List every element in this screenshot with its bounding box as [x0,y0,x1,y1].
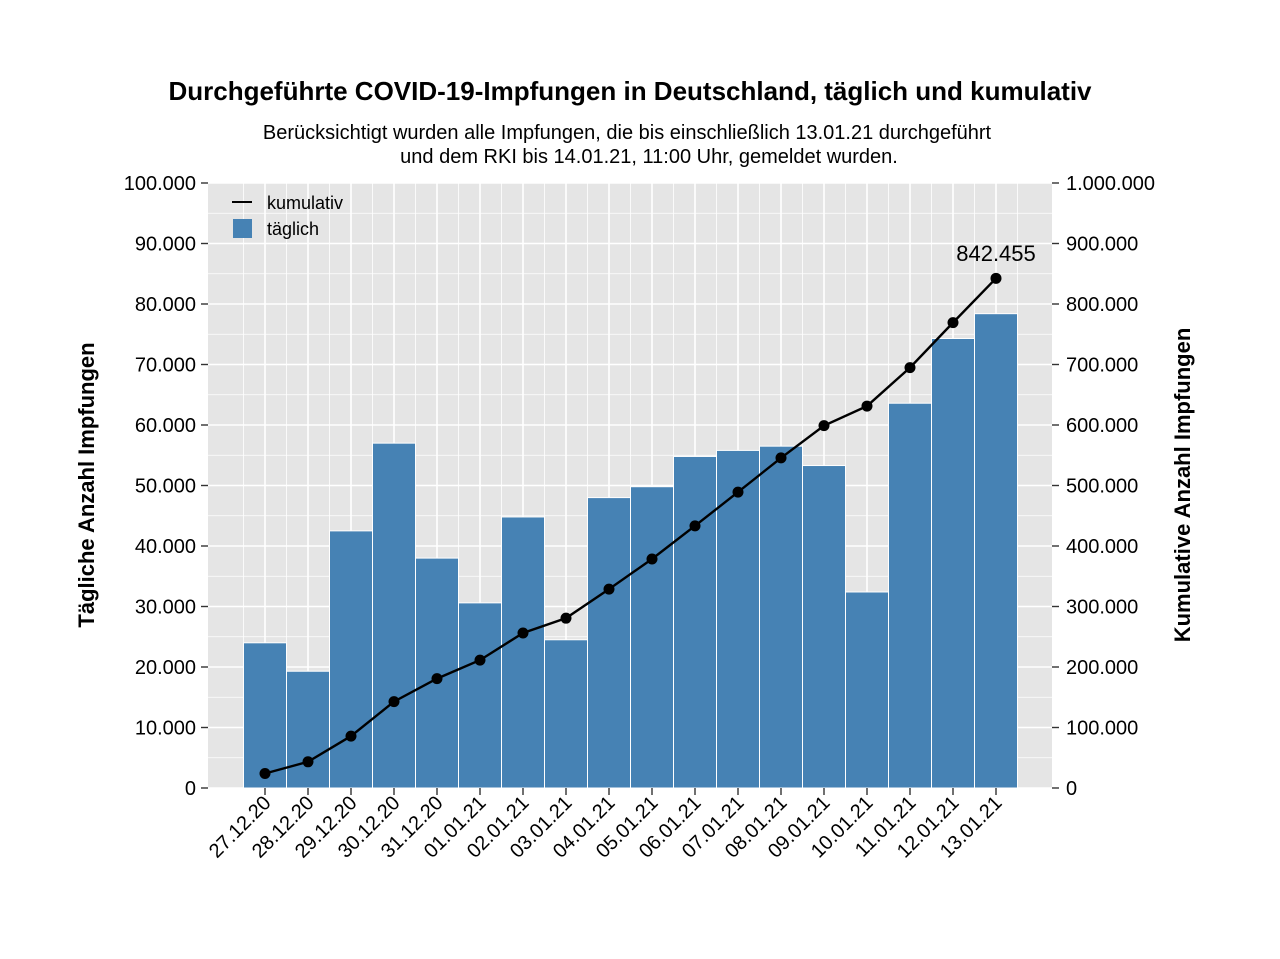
bar-09.01.21 [802,465,846,789]
right-tick-label: 700.000 [1066,355,1138,377]
bar-series-taeglich [243,313,1018,789]
point-11.01.21 [904,362,916,374]
left-tick-label: 90.000 [135,234,196,256]
right-tick-label: 500.000 [1066,476,1138,498]
bar-13.01.21 [974,313,1018,789]
right-tick-label: 600.000 [1066,415,1138,437]
bar-12.01.21 [931,337,975,789]
left-tick-label: 40.000 [135,536,196,558]
left-tick-label: 30.000 [135,597,196,619]
point-03.01.21 [560,612,572,624]
right-tick-label: 0 [1066,778,1077,800]
left-tick-label: 70.000 [135,355,196,377]
point-29.12.20 [345,730,357,742]
point-01.01.21 [474,654,486,666]
point-10.01.21 [861,400,873,412]
bar-06.01.21 [673,455,717,789]
left-tick-label: 10.000 [135,718,196,740]
chart-subtitle-line-2: und dem RKI bis 14.01.21, 11:00 Uhr, gem… [400,146,898,168]
right-tick-label: 900.000 [1066,234,1138,256]
bar-30.12.20 [372,442,416,789]
point-02.01.21 [517,627,529,639]
right-tick-label: 1.000.000 [1066,173,1155,195]
right-tick-label: 100.000 [1066,718,1138,740]
bar-02.01.21 [501,516,545,789]
bar-01.01.21 [458,602,502,789]
legend-bar-swatch [233,219,252,238]
left-tick-label: 50.000 [135,476,196,498]
point-30.12.20 [388,696,400,708]
right-tick-label: 400.000 [1066,536,1138,558]
point-04.01.21 [603,583,615,595]
annotation-last-value: 842.455 [956,241,1036,266]
point-06.01.21 [689,520,701,532]
left-tick-label: 20.000 [135,657,196,679]
line-series-kumulativ [259,272,1002,779]
point-31.12.20 [431,673,443,685]
right-axis: 0 100.000 200.000 300.000 400.000 500.000 600.… [1052,173,1155,800]
legend-label-kumulativ: kumulativ [267,193,343,213]
bar-29.12.20 [329,530,373,789]
bar-08.01.21 [759,445,803,789]
left-tick-label: 0 [185,778,196,800]
bar-03.01.21 [544,639,588,789]
right-tick-label: 300.000 [1066,597,1138,619]
left-axis: 0 10.000 20.000 30.000 40.000 50.000 60.000 70.… [124,173,208,800]
point-07.01.21 [732,486,744,498]
bar-07.01.21 [716,449,760,789]
left-tick-label: 80.000 [135,294,196,316]
bar-10.01.21 [845,591,889,789]
legend-label-taeglich: täglich [267,219,319,239]
bar-27.12.20 [243,642,287,789]
chart-title: Durchgeführte COVID-19-Impfungen in Deut… [168,76,1092,106]
right-tick-label: 800.000 [1066,294,1138,316]
x-axis: 27.12.2028.12.2029.12.2030.12.2031.12.20… [205,788,1007,863]
point-05.01.21 [646,553,658,565]
point-28.12.20 [302,756,314,768]
point-13.01.21 [990,272,1002,284]
bar-11.01.21 [888,402,932,789]
point-08.01.21 [775,452,787,464]
y-axis-title-left: Tägliche Anzahl Impfungen [74,342,99,627]
bar-28.12.20 [286,670,330,789]
point-12.01.21 [947,317,959,329]
line-kumulativ [264,277,997,775]
bar-05.01.21 [630,486,674,789]
left-tick-label: 100.000 [124,173,196,195]
chart-subtitle-line-1: Berücksichtigt wurden alle Impfungen, di… [263,122,992,144]
right-tick-label: 200.000 [1066,657,1138,679]
y-axis-title-right: Kumulative Anzahl Impfungen [1170,328,1195,643]
bar-04.01.21 [587,497,631,789]
legend: kumulativ täglich [232,193,343,239]
left-tick-label: 60.000 [135,415,196,437]
point-09.01.21 [818,420,830,432]
point-27.12.20 [259,767,271,779]
